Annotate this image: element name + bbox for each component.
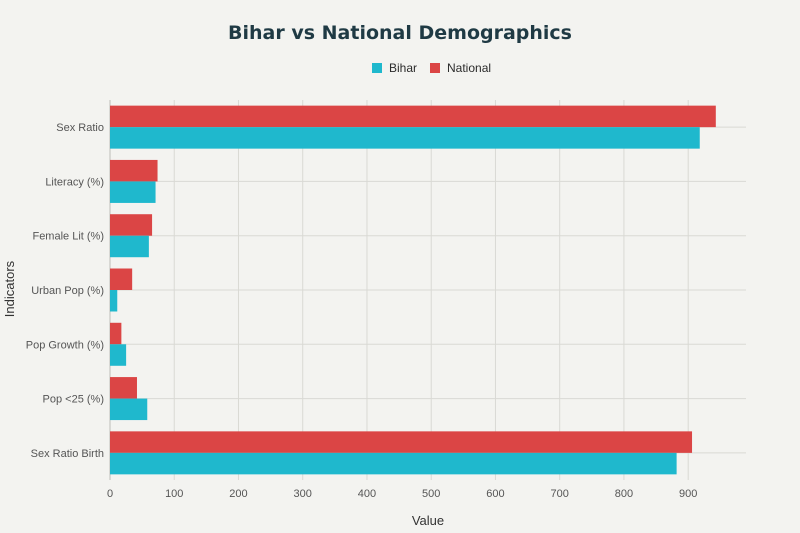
x-tick-label: 400 [358,488,376,500]
legend-swatch [372,63,382,73]
bar-bihar [110,181,156,203]
y-axis-ticks: Sex Ratio Literacy (%) Female Lit (%) Urban… [26,122,104,460]
y-tick-label: Sex Ratio Birth [31,448,104,460]
bar-bihar [110,398,148,421]
x-axis-title: Value [412,513,444,528]
y-axis-title: Indicators [2,260,17,317]
x-tick-label: 0 [107,488,113,500]
legend: Bihar National [372,61,491,75]
bar-national [110,105,716,128]
x-axis-ticks: 0 100 200 300 400 500 600 700 800 900 [107,488,697,500]
bar-national [110,322,122,345]
bar-national [110,377,137,399]
gridlines [109,100,746,480]
x-tick-label: 800 [615,488,633,500]
x-tick-label: 700 [551,488,569,500]
bar-bihar [110,452,677,475]
bar-national [110,431,693,453]
y-tick-label: Pop Growth (%) [26,339,104,351]
bar-bihar [110,344,127,366]
chart-title: Bihar vs National Demographics [228,22,572,44]
legend-swatch [430,63,440,73]
bar-national [110,159,158,182]
bar-national [110,268,133,290]
x-tick-label: 600 [486,488,504,500]
y-tick-label: Sex Ratio [56,122,104,134]
legend-label: Bihar [389,61,417,75]
y-tick-label: Pop <25 (%) [43,394,104,406]
x-tick-label: 300 [294,488,312,500]
legend-label: National [447,61,491,75]
y-tick-label: Female Lit (%) [32,231,104,243]
x-tick-label: 900 [679,488,697,500]
bars [110,105,716,475]
bar-bihar [110,290,118,312]
bar-bihar [110,127,700,149]
x-tick-label: 200 [229,488,247,500]
bar-bihar [110,235,149,258]
x-tick-label: 500 [422,488,440,500]
x-tick-label: 100 [165,488,183,500]
y-tick-label: Urban Pop (%) [31,285,104,297]
bar-national [110,214,153,236]
y-tick-label: Literacy (%) [45,176,104,188]
